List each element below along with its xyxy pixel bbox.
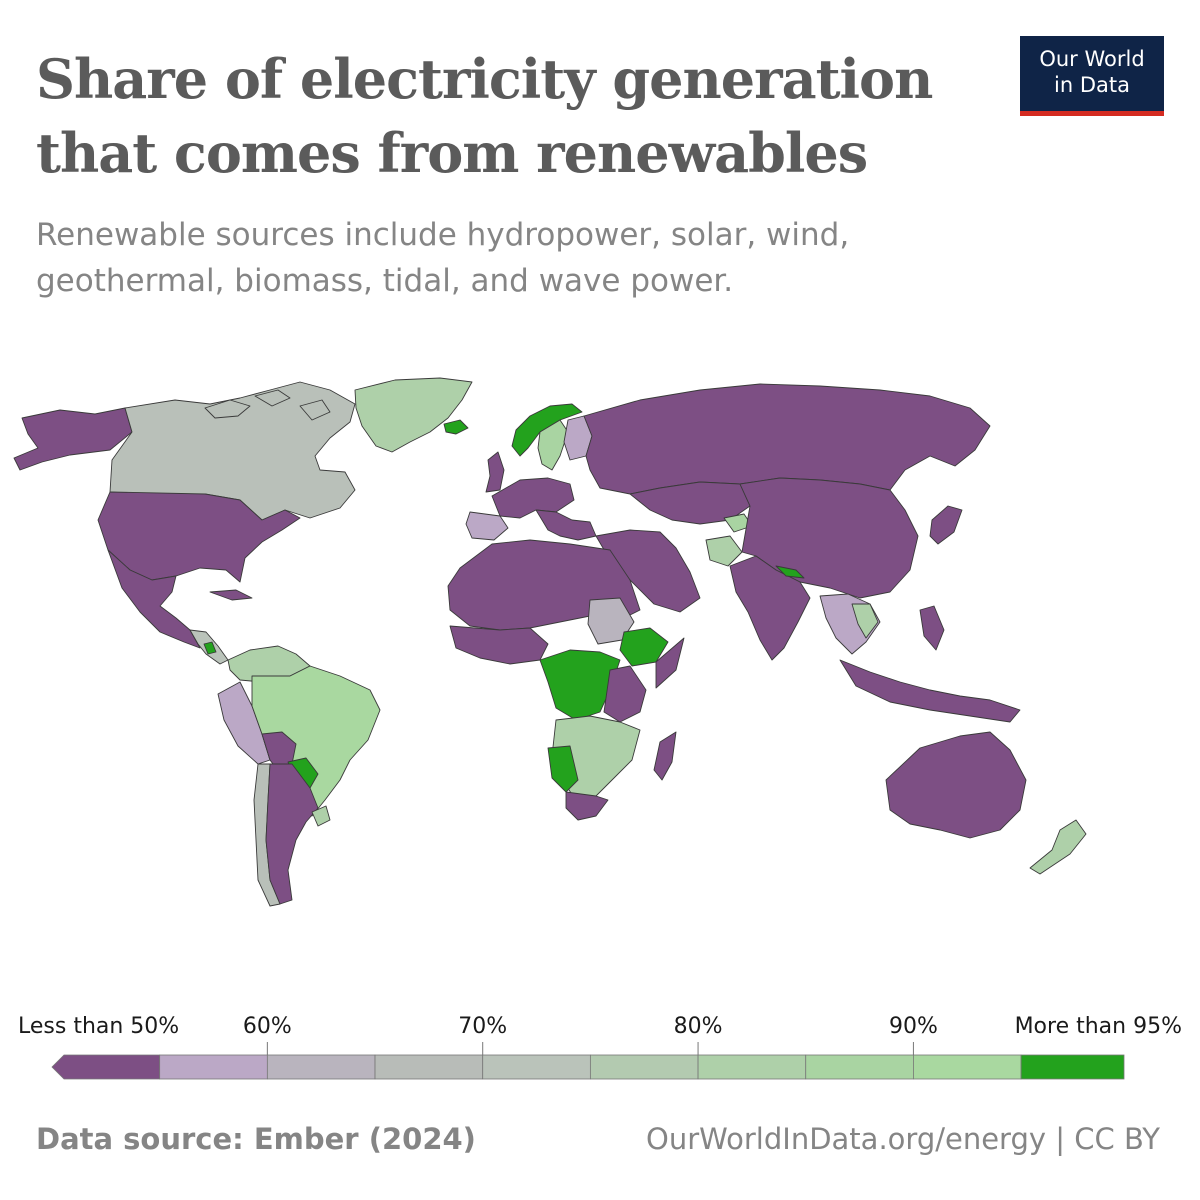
legend-bin-4[interactable] — [482, 1054, 591, 1080]
region-nepal[interactable] — [775, 565, 805, 579]
region-iceland[interactable] — [443, 419, 469, 435]
legend-label-9: More than 95% — [1015, 1014, 1182, 1039]
region-france-germany[interactable] — [491, 477, 575, 519]
world-map — [13, 377, 1087, 907]
color-legend: Less than 50% 60% 70% 80% 90% More than 95% — [18, 1014, 1182, 1080]
region-italy-balkans[interactable] — [535, 509, 597, 541]
legend-label-2: 60% — [243, 1014, 292, 1039]
logo-line-2: in Data — [1054, 73, 1130, 97]
region-uk[interactable] — [485, 451, 505, 493]
legend-bin-8[interactable] — [913, 1054, 1022, 1080]
region-uruguay[interactable] — [311, 805, 331, 827]
region-costa-rica[interactable] — [203, 641, 217, 655]
legend-label-4: 70% — [458, 1014, 507, 1039]
region-alaska[interactable] — [13, 407, 133, 471]
legend-bin-3[interactable] — [374, 1054, 484, 1080]
region-russia[interactable] — [583, 383, 991, 495]
legend-bin-6[interactable] — [697, 1054, 807, 1080]
region-central-africa[interactable] — [539, 649, 621, 721]
region-mexico[interactable] — [107, 549, 201, 649]
source-link[interactable]: OurWorldInData.org/energy | CC BY — [646, 1122, 1160, 1156]
region-vietnam-laos[interactable] — [851, 603, 879, 639]
legend-bin-1[interactable] — [159, 1054, 268, 1080]
region-greenland[interactable] — [354, 377, 473, 453]
region-india[interactable] — [729, 555, 811, 661]
region-japan[interactable] — [929, 505, 963, 545]
region-australia[interactable] — [885, 731, 1027, 839]
region-south-africa[interactable] — [565, 791, 609, 821]
legend-bin-9[interactable] — [1020, 1054, 1125, 1080]
data-source: Data source: Ember (2024) — [36, 1122, 476, 1156]
region-kazakhstan-central-asia[interactable] — [629, 481, 751, 525]
region-west-africa[interactable] — [449, 625, 549, 665]
region-canada-islands[interactable] — [204, 389, 331, 421]
legend-label-6: 80% — [674, 1014, 723, 1039]
region-indonesia[interactable] — [839, 659, 1021, 723]
region-sweden[interactable] — [537, 419, 569, 471]
legend-bin-7[interactable] — [805, 1054, 914, 1080]
region-namibia[interactable] — [547, 745, 579, 793]
legend-bin-2[interactable] — [266, 1054, 376, 1080]
legend-bin-5[interactable] — [589, 1054, 699, 1080]
chart-subtitle: Renewable sources include hydropower, so… — [36, 217, 850, 299]
legend-label-8: 90% — [889, 1014, 938, 1039]
legend-label-0: Less than 50% — [18, 1014, 179, 1039]
region-madagascar[interactable] — [653, 731, 677, 781]
logo-line-1: Our World — [1039, 47, 1145, 71]
region-philippines[interactable] — [919, 605, 945, 651]
owid-logo[interactable]: Our World in Data — [1020, 36, 1164, 116]
region-argentina[interactable] — [265, 763, 319, 905]
chart-title: Share of electricity generation that com… — [36, 47, 933, 185]
legend-bin-0[interactable] — [51, 1054, 161, 1080]
region-afghanistan[interactable] — [705, 535, 743, 567]
region-somalia[interactable] — [655, 637, 685, 689]
region-cuba[interactable] — [209, 589, 253, 601]
region-new-zealand[interactable] — [1029, 819, 1087, 875]
region-spain[interactable] — [465, 511, 509, 541]
region-east-africa[interactable] — [603, 665, 647, 723]
